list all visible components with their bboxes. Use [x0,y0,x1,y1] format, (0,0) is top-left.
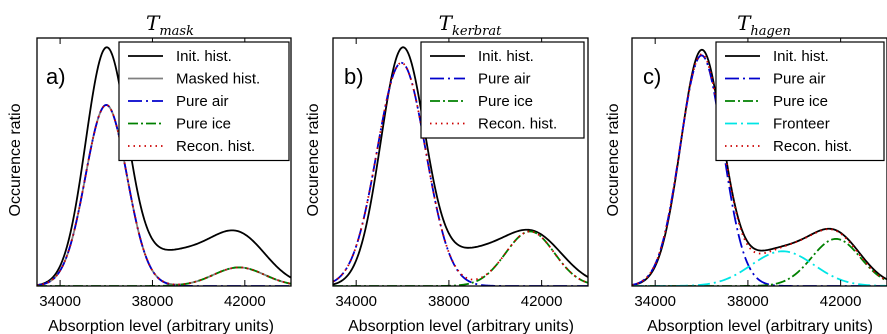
series-line-init-hist [37,46,291,286]
legend-label: Pure air [773,71,826,88]
x-tick-label: 34000 [634,293,676,310]
legend-label: Recon. hist. [773,138,852,155]
panel-1-curves [333,46,588,286]
axes-frame [631,37,887,287]
x-tick-label: 34000 [335,293,377,310]
panel-b-xlabel: Absorption level (arbitrary units) [348,318,574,334]
legend-label: Pure ice [478,93,533,110]
series-line-pure-ice [333,230,588,286]
legend-label: Pure ice [773,93,828,110]
legend-label: Pure air [478,71,531,88]
series-line-init-hist [333,46,588,286]
axes-frame [332,37,589,287]
legend-label: Recon. hist. [176,138,255,155]
panel-a-xlabel: Absorption level (arbitrary units) [48,318,274,334]
x-tick-label: 38000 [428,293,470,310]
panel-a-ylabel: Occurence ratio [7,103,24,216]
axes-frame [36,37,292,287]
series-line-recon-hist [632,53,887,286]
panel-b-plot: 34000 38000 42000 Init. hist. Pure air Pure i… [332,37,589,310]
panel-c: Thagen Occurence ratio 34000 38000 42000 In… [605,11,887,334]
panel-c-xlabel: Absorption level (arbitrary units) [647,318,873,334]
panel-a: Tmask Occurence ratio 34000 38000 42000 Ini… [7,11,292,334]
legend-box [420,41,585,139]
panel-a-label: a) [46,64,66,89]
legend-label: Pure air [176,93,229,110]
panel-c-title: Thagen [737,11,791,39]
x-tick-label: 42000 [224,293,266,310]
panel-c-ylabel: Occurence ratio [605,103,622,216]
legend-label: Init. hist. [773,48,829,65]
legend-label: Pure ice [176,116,231,133]
series-line-recon-hist [37,104,291,286]
panel-c-label: c) [643,64,661,89]
panel-b-ylabel: Occurence ratio [305,103,322,216]
legend-label: Init. hist. [176,48,232,65]
panel-b: Tkerbrat Occurence ratio 34000 38000 42000… [305,11,589,334]
legend-label: Init. hist. [478,48,534,65]
x-tick-label: 42000 [521,293,563,310]
series-line-pure-air [37,104,291,286]
x-tick-label: 42000 [820,293,862,310]
panel-a-plot: 34000 38000 42000 Init. hist. Masked hist. Pu… [36,37,292,310]
panel-b-label: b) [344,64,364,89]
legend-label: Recon. hist. [478,116,557,133]
x-tick-label: 38000 [727,293,769,310]
panel-a-title: Tmask [146,11,194,39]
series-line-fronteer [632,250,887,286]
legend-label: Masked hist. [176,71,260,88]
panel-c-plot: 34000 38000 42000 Init. hist. Pure air Pure i… [631,37,887,310]
panel-b-title: Tkerbrat [439,11,502,39]
series-line-pure-ice [632,237,887,286]
x-tick-label: 38000 [132,293,174,310]
series-line-pure-air [632,54,887,286]
x-tick-label: 34000 [39,293,81,310]
legend-label: Fronteer [773,116,830,133]
series-line-recon-hist [333,61,588,284]
